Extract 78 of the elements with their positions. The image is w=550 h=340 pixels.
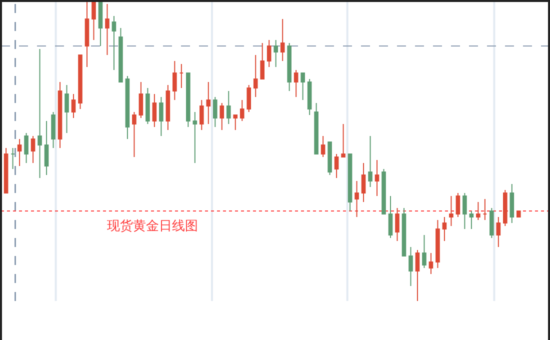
candlestick bbox=[112, 16, 116, 70]
candlestick bbox=[274, 40, 278, 68]
candlestick bbox=[44, 120, 49, 176]
candlestick bbox=[17, 138, 22, 166]
candlestick bbox=[320, 136, 326, 158]
candlestick bbox=[233, 114, 238, 130]
candlestick bbox=[307, 78, 312, 116]
candlestick bbox=[354, 180, 359, 218]
candlestick bbox=[78, 54, 82, 110]
candlestick bbox=[84, 1, 90, 68]
candlestick bbox=[490, 208, 494, 238]
candlestick bbox=[408, 246, 413, 286]
candlestick bbox=[442, 216, 447, 242]
candlestick bbox=[51, 112, 56, 148]
candlestick bbox=[220, 102, 224, 130]
candlestick bbox=[503, 190, 508, 226]
candlestick bbox=[287, 42, 292, 92]
candlestick bbox=[266, 40, 272, 68]
candlestick bbox=[24, 132, 28, 164]
candlestick bbox=[159, 96, 164, 136]
candlestick bbox=[253, 54, 258, 98]
candlestick bbox=[92, 1, 96, 40]
candlestick bbox=[482, 198, 488, 220]
candlestick bbox=[314, 102, 318, 154]
candlestick bbox=[395, 208, 400, 242]
candlestick bbox=[58, 82, 62, 148]
candlestick bbox=[186, 72, 190, 128]
candlestick bbox=[516, 210, 521, 218]
candlestick bbox=[105, 4, 110, 56]
candlestick bbox=[368, 136, 372, 188]
candlestick bbox=[496, 216, 501, 248]
candlestick bbox=[172, 60, 177, 100]
candlestick bbox=[206, 82, 211, 124]
candlestick bbox=[38, 48, 42, 178]
candlestick bbox=[469, 210, 474, 230]
candlestick bbox=[334, 154, 339, 178]
candlestick bbox=[179, 64, 184, 88]
candlestick bbox=[428, 252, 434, 274]
candlestick bbox=[476, 202, 480, 220]
candlestick bbox=[240, 100, 244, 122]
candlestick bbox=[462, 192, 467, 230]
candlestick bbox=[118, 28, 123, 82]
annotation: 现货黄金日线图 bbox=[107, 219, 198, 234]
candlestick bbox=[246, 84, 252, 112]
candlestick bbox=[192, 112, 198, 164]
candlestick bbox=[402, 208, 406, 256]
candlestick bbox=[146, 88, 150, 124]
candlestick bbox=[98, 1, 103, 46]
candlestick bbox=[449, 196, 454, 226]
candlestick bbox=[382, 168, 386, 214]
candlestick bbox=[152, 94, 157, 128]
candlestick bbox=[436, 220, 440, 268]
candlestick bbox=[10, 148, 15, 170]
candlestick bbox=[374, 160, 380, 196]
candlestick bbox=[125, 76, 130, 140]
candlestick bbox=[510, 184, 514, 224]
candlestick bbox=[300, 72, 305, 100]
candlestick bbox=[388, 196, 393, 238]
candlestick bbox=[138, 82, 144, 118]
candlestick bbox=[456, 192, 460, 218]
candlestick bbox=[200, 100, 204, 130]
candlestick bbox=[422, 234, 426, 268]
candlestick bbox=[166, 84, 170, 130]
candlestick bbox=[280, 18, 285, 62]
candlestick bbox=[64, 84, 69, 134]
candlestick bbox=[4, 148, 8, 194]
candlestick bbox=[294, 70, 298, 98]
candlestick bbox=[341, 124, 346, 158]
candlestick bbox=[260, 42, 265, 80]
candlestick bbox=[348, 154, 352, 212]
candlestick bbox=[71, 94, 76, 118]
candlestick bbox=[30, 136, 36, 164]
candlestick bbox=[132, 112, 136, 158]
candlestick bbox=[226, 90, 231, 124]
candlestick bbox=[328, 142, 332, 176]
candlestick bbox=[212, 96, 218, 128]
candlestick bbox=[361, 162, 366, 202]
candlestick bbox=[415, 250, 420, 301]
